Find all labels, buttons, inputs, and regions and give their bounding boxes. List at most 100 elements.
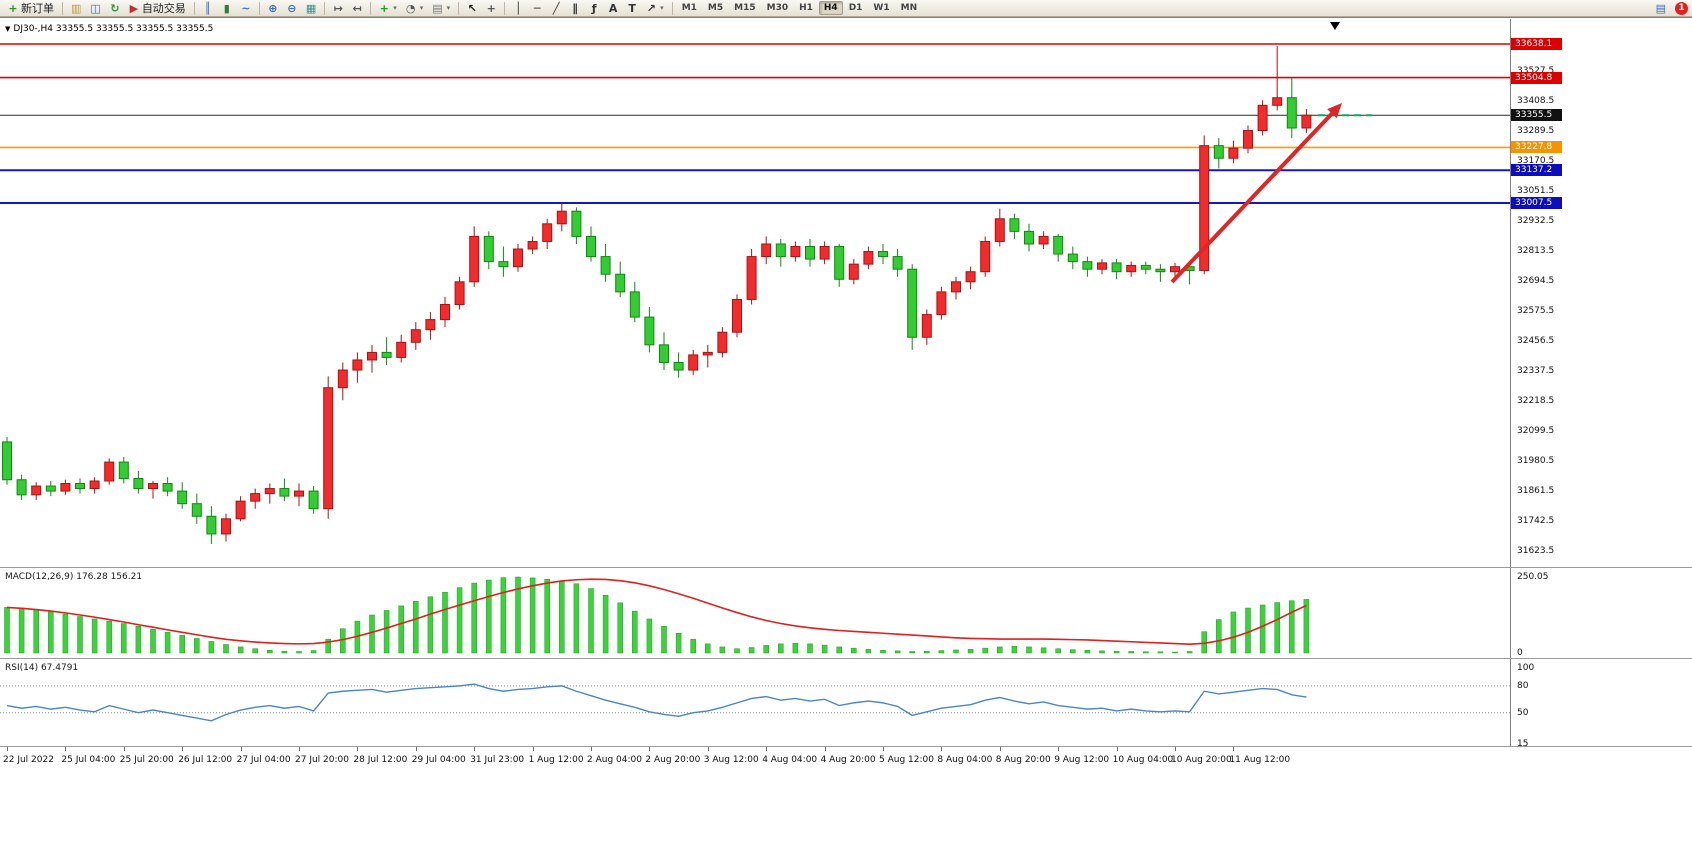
- tf-m15-button[interactable]: M15: [729, 1, 760, 15]
- label-button[interactable]: T: [623, 0, 641, 17]
- autotrade-button[interactable]: ▶ 自动交易: [125, 0, 190, 17]
- rsi-pane[interactable]: [0, 659, 1510, 746]
- fibonacci-icon: ƒ: [591, 1, 597, 15]
- bars-chart-button[interactable]: ║: [199, 0, 217, 17]
- trend-arrow-line[interactable]: [1170, 107, 1338, 284]
- candle-up: [235, 500, 246, 520]
- time-axis-label: 3 Aug 12:00: [703, 755, 759, 765]
- tf-mn-label: MN: [900, 3, 918, 13]
- rsi-header: RSI(14) 67.4791: [5, 663, 79, 673]
- tf-h4-button[interactable]: H4: [818, 1, 843, 15]
- time-axis-tick: [824, 747, 826, 751]
- candle-down: [1082, 261, 1093, 270]
- notifications-badge[interactable]: 1: [1675, 1, 1688, 15]
- chart-shift-button[interactable]: ↤: [348, 0, 366, 17]
- trendline-button[interactable]: ╱: [547, 0, 565, 17]
- zoom-in-button[interactable]: ⊕: [264, 0, 282, 17]
- tf-mn-button[interactable]: MN: [896, 1, 923, 15]
- vertical-line-button[interactable]: │: [509, 0, 527, 17]
- text-button[interactable]: A: [604, 0, 622, 17]
- tf-m5-button[interactable]: M5: [703, 1, 728, 15]
- price-grid-label: 32456.5: [1517, 335, 1555, 346]
- candle-up: [440, 303, 450, 321]
- new-order-button[interactable]: + 新订单: [4, 0, 58, 17]
- tile-windows-button[interactable]: ▦: [302, 0, 320, 17]
- main-chart[interactable]: [0, 19, 1510, 567]
- cursor-button[interactable]: ↖: [463, 0, 481, 17]
- macd-histogram-bar: [194, 638, 200, 654]
- tf-d1-button[interactable]: D1: [844, 1, 868, 15]
- time-axis-label: 8 Aug 04:00: [937, 755, 993, 765]
- chart-window[interactable]: ▼ DJ30-,H4 33355.5 33355.5 33355.5 33355.…: [0, 17, 1692, 842]
- candle-up: [746, 256, 757, 300]
- chart-collapse-icon[interactable]: ▼: [5, 25, 11, 33]
- price-axis[interactable]: 33527.5 33408.5 33289.5 33170.5 33051.5 32932…: [1510, 19, 1692, 749]
- macd-histogram-bar: [924, 650, 930, 654]
- candle-up: [936, 291, 947, 316]
- candle-up: [469, 235, 480, 283]
- periods-caret-icon: ▾: [419, 4, 424, 12]
- market-watch-button[interactable]: ▥: [67, 0, 85, 17]
- chart-shift-marker-icon[interactable]: [1330, 22, 1340, 30]
- macd-histogram-bar: [865, 649, 872, 654]
- macd-pane[interactable]: [0, 568, 1510, 658]
- macd-histogram-bar: [1259, 604, 1266, 654]
- macd-histogram-bar: [559, 580, 565, 654]
- candle-up: [148, 483, 158, 490]
- tf-d1-label: D1: [848, 3, 863, 13]
- price-grid-label: 32575.5: [1517, 305, 1555, 316]
- candle-down: [118, 461, 129, 479]
- toolbar-separator: [324, 1, 326, 15]
- tf-m1-button[interactable]: M1: [677, 1, 702, 15]
- macd-histogram-bar: [62, 613, 69, 654]
- macd-histogram-bar: [967, 649, 974, 654]
- macd-histogram-bar: [938, 650, 945, 654]
- auto-scroll-button[interactable]: ↦: [329, 0, 347, 17]
- macd-pane-separator[interactable]: [0, 567, 1692, 568]
- cursor-icon: ↖: [467, 1, 477, 15]
- macd-header: MACD(12,26,9) 176.28 156.21: [5, 572, 143, 582]
- trend-arrow-head[interactable]: [1327, 103, 1342, 119]
- data-window-button[interactable]: ◫: [86, 0, 104, 17]
- horizontal-line-button[interactable]: ─: [528, 0, 546, 17]
- tf-h1-label: H1: [799, 3, 813, 13]
- macd-histogram-bar: [1245, 607, 1251, 654]
- time-axis[interactable]: 22 Jul 2022 25 Jul 04:00 25 Jul 20:00 26 Ju…: [0, 747, 1510, 777]
- refresh-button[interactable]: ↻: [106, 0, 124, 17]
- price-grid-label: 32337.5: [1517, 365, 1555, 376]
- time-axis-label: 4 Aug 20:00: [820, 755, 876, 765]
- zoom-out-button[interactable]: ⊖: [283, 0, 301, 17]
- candle-down: [1213, 145, 1224, 159]
- indicators-button[interactable]: + ▾: [375, 0, 401, 17]
- rsi-pane-separator[interactable]: [0, 658, 1692, 659]
- macd-histogram-bar: [369, 614, 375, 654]
- toolbar-separator: [671, 1, 673, 15]
- macd-histogram-bar: [675, 632, 682, 654]
- tf-h1-button[interactable]: H1: [794, 1, 818, 15]
- line-chart-button[interactable]: ~: [237, 0, 255, 17]
- bars-chart-icon: ║: [204, 1, 212, 15]
- templates-button[interactable]: ▤ ▾: [428, 0, 454, 17]
- candles-chart-button[interactable]: ▮: [218, 0, 236, 17]
- line-chart-icon: ~: [241, 1, 251, 15]
- indicators-caret-icon: ▾: [393, 4, 397, 12]
- messages-button[interactable]: ▤: [1652, 0, 1670, 17]
- new-order-icon: +: [8, 1, 18, 15]
- fibonacci-button[interactable]: ƒ: [585, 0, 603, 17]
- crosshair-icon: +: [486, 1, 496, 15]
- tf-w1-button[interactable]: W1: [868, 1, 894, 15]
- candle-down: [878, 251, 888, 258]
- toolbar-separator: [504, 1, 506, 15]
- candle-down: [615, 273, 626, 293]
- tf-m30-button[interactable]: M30: [762, 1, 793, 15]
- macd-histogram-bar: [734, 648, 740, 654]
- tf-h4-label: H4: [823, 3, 838, 13]
- text-icon: A: [608, 1, 618, 15]
- macd-histogram-bar: [91, 618, 98, 654]
- periods-button[interactable]: ◔ ▾: [402, 0, 428, 17]
- crosshair-button[interactable]: +: [482, 0, 500, 17]
- macd-histogram-bar: [821, 644, 828, 654]
- channel-button[interactable]: ∥: [566, 0, 584, 17]
- shapes-button[interactable]: ↗ ▾: [642, 0, 668, 17]
- candle-up: [264, 488, 275, 495]
